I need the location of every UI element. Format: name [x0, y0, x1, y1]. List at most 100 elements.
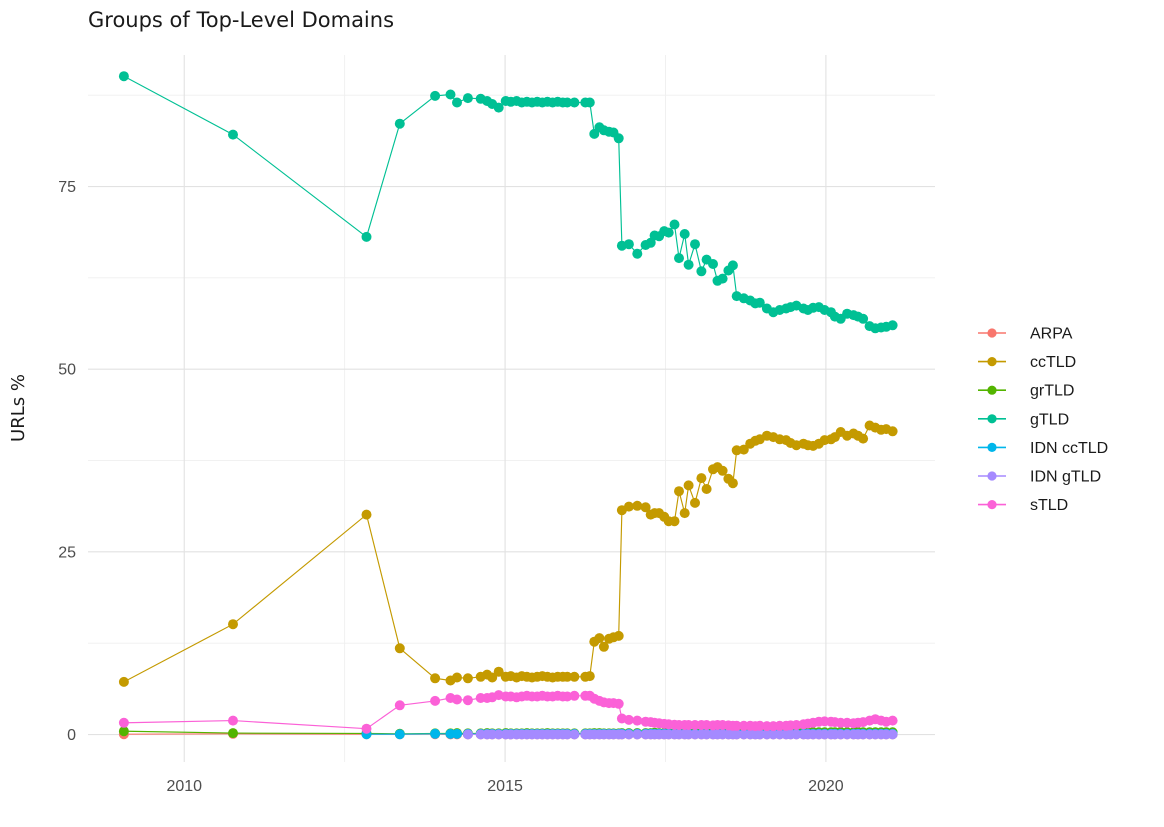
data-point-cctld [452, 672, 462, 683]
data-point-stld [430, 695, 441, 706]
data-point-idn-gtld [632, 729, 643, 740]
data-point-cctld [623, 501, 634, 512]
legend-label: sTLD [1030, 497, 1068, 514]
data-point-stld [613, 698, 624, 709]
data-point-gtld [679, 229, 690, 239]
legend-key-dot [987, 385, 997, 395]
data-point-gtld [623, 239, 634, 250]
data-point-cctld [696, 473, 707, 484]
data-point-cctld [361, 509, 372, 520]
data-point-stld [569, 690, 580, 701]
data-point-idn-gtld [616, 729, 627, 740]
data-point-cctld [594, 633, 605, 644]
data-point-cctld [462, 673, 473, 684]
data-point-stld [394, 700, 405, 711]
legend-label: IDN gTLD [1030, 469, 1101, 486]
legend-label: ARPA [1030, 326, 1073, 343]
data-point-cctld [584, 671, 595, 682]
data-point-stld [632, 715, 643, 726]
data-point-gtld [394, 118, 405, 129]
data-point-gtld [696, 266, 707, 277]
data-point-cctld [118, 676, 129, 687]
data-point-cctld [738, 444, 749, 455]
data-point-idn-gtld [887, 729, 898, 740]
legend-key-dot [987, 471, 997, 481]
y-axis-title: URLs % [8, 374, 29, 442]
data-point-idn-cctld [394, 729, 405, 740]
data-point-idn-gtld [791, 729, 802, 740]
data-point-cctld [228, 619, 238, 630]
y-tick-label: 50 [58, 362, 76, 379]
data-point-gtld [727, 260, 738, 271]
data-point-cctld [569, 671, 580, 682]
data-point-stld [462, 695, 473, 706]
legend-item-stld: sTLD [978, 497, 1068, 514]
series-layer [118, 71, 898, 740]
data-point-stld [228, 715, 238, 726]
y-tick-label: 75 [58, 179, 76, 196]
data-point-cctld [717, 465, 728, 476]
data-point-idn-gtld [569, 729, 580, 740]
data-point-stld [361, 723, 372, 734]
data-point-idn-gtld [462, 729, 473, 740]
data-point-cctld [674, 486, 684, 497]
data-point-cctld [887, 426, 898, 437]
data-point-gtld [683, 259, 694, 270]
data-point-gtld [613, 133, 624, 144]
data-point-stld [754, 720, 765, 731]
legend-item-arpa: ARPA [978, 326, 1073, 343]
data-point-cctld [690, 497, 700, 508]
data-point-gtld [708, 259, 718, 269]
data-point-stld [887, 715, 898, 726]
legend-key-dot [987, 328, 997, 338]
data-point-gtld [690, 239, 700, 250]
data-point-cctld [632, 500, 643, 511]
data-point-cctld [430, 673, 441, 684]
data-point-gtld [430, 90, 441, 101]
y-tick-label: 0 [67, 727, 76, 744]
legend-key-dot [987, 414, 997, 424]
data-point-gtld [717, 273, 728, 284]
data-point-idn-gtld [731, 729, 742, 740]
legend-item-idn-cctld: IDN ccTLD [978, 440, 1108, 457]
x-tick-label: 2020 [808, 778, 844, 795]
data-point-gtld [569, 97, 580, 108]
legend-key-dot [987, 500, 997, 510]
data-point-cctld [640, 502, 651, 513]
legend-item-gtld: gTLD [978, 411, 1069, 428]
legend-key-dot [987, 357, 997, 367]
data-point-gtld [674, 253, 684, 264]
data-point-cctld [613, 630, 624, 641]
data-point-gtld [754, 297, 765, 308]
data-point-cctld [669, 516, 680, 527]
data-point-cctld [683, 480, 694, 491]
data-point-gtld [669, 219, 680, 230]
series-line-gtld [123, 75, 893, 329]
data-point-gtld [858, 313, 869, 324]
axis-layer: 2010 2015 2020 0 25 50 75 [58, 179, 844, 795]
data-point-grtld [228, 728, 238, 739]
data-point-gtld [632, 248, 643, 259]
x-tick-label: 2010 [166, 778, 202, 795]
data-point-cctld [598, 641, 609, 652]
data-point-gtld [445, 89, 456, 100]
data-point-idn-gtld [562, 729, 573, 740]
data-point-stld [623, 714, 634, 725]
legend-item-cctld: ccTLD [978, 354, 1076, 371]
data-point-gtld [462, 93, 473, 104]
data-point-gtld [118, 71, 129, 82]
legend-item-idn-gtld: IDN gTLD [978, 469, 1101, 486]
legend-item-grtld: grTLD [978, 383, 1074, 400]
grid-layer [88, 55, 935, 762]
data-point-idn-gtld [623, 729, 634, 740]
data-point-cctld [562, 671, 573, 682]
data-point-gtld [452, 97, 462, 108]
data-point-cctld [487, 672, 498, 683]
data-point-gtld [663, 227, 674, 238]
data-point-cctld [727, 478, 738, 489]
data-point-grtld [118, 726, 129, 737]
data-point-stld [731, 720, 742, 731]
legend-label: grTLD [1030, 383, 1074, 400]
